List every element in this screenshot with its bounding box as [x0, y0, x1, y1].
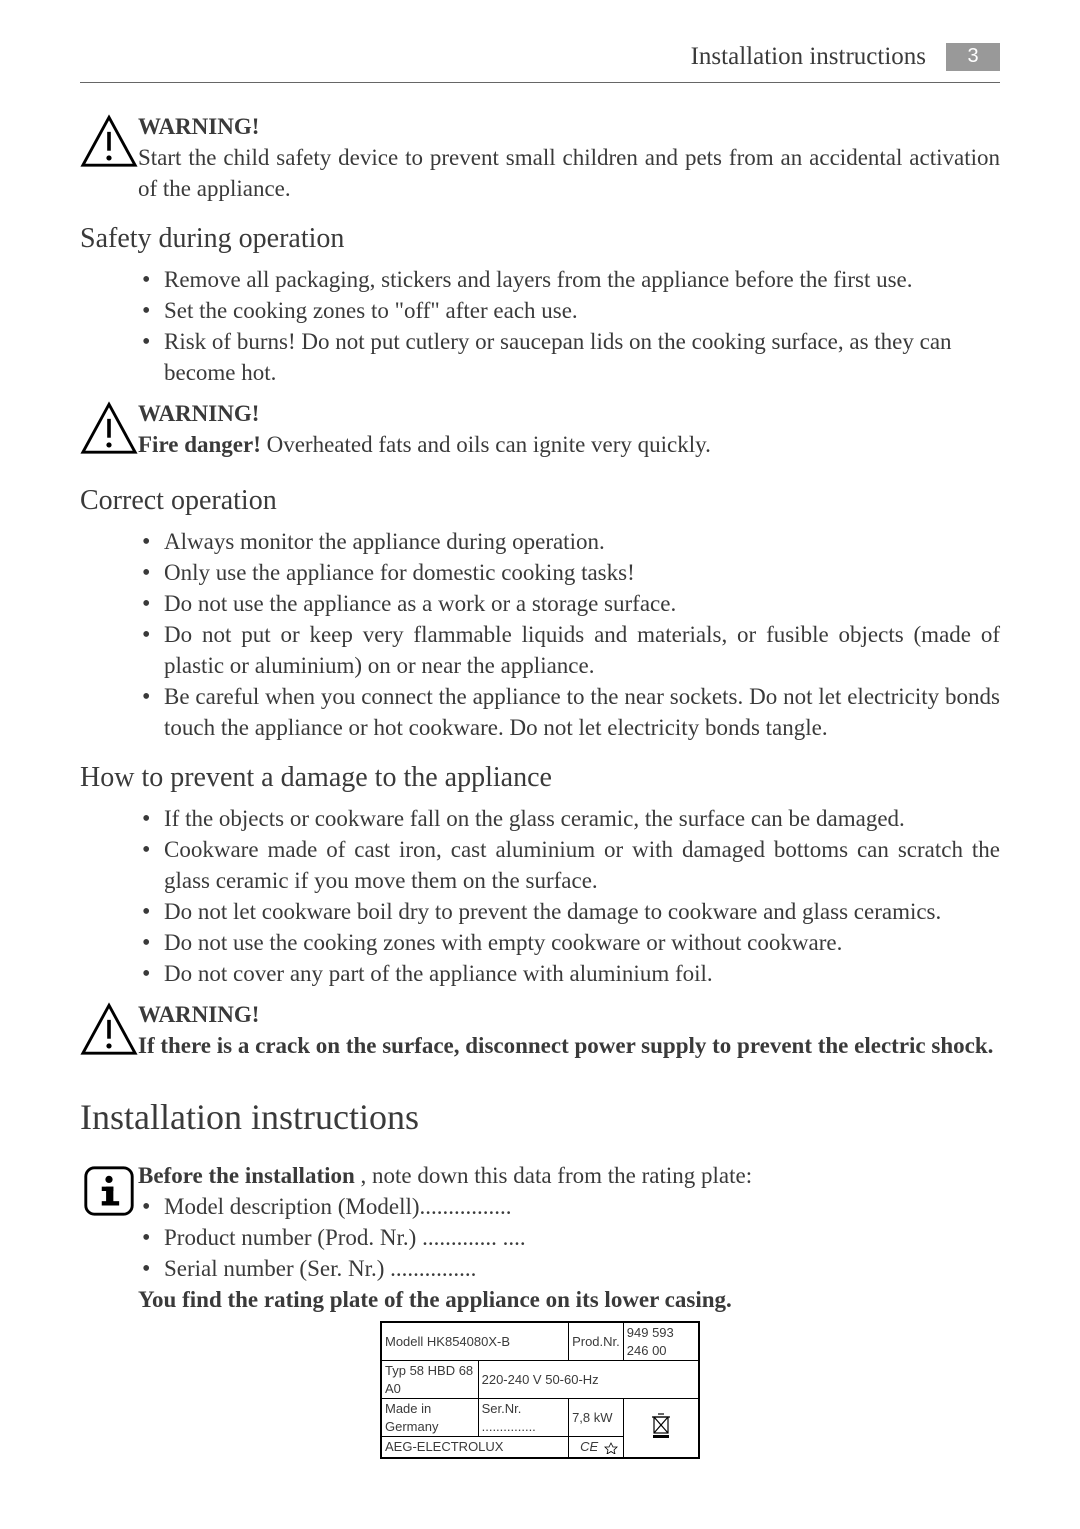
- warning-label: WARNING!: [138, 999, 1000, 1030]
- list-item: Do not use the appliance as a work or a …: [164, 588, 1000, 619]
- plate-volt: 220-240 V 50-60-Hz: [478, 1361, 699, 1399]
- list-item: Model description (Modell)..............…: [164, 1191, 1000, 1222]
- correct-list: Always monitor the appliance during oper…: [138, 526, 1000, 743]
- list-item: Cookware made of cast iron, cast alumini…: [164, 834, 1000, 896]
- plate-ce: CE: [569, 1437, 624, 1458]
- list-item: Product number (Prod. Nr.) .............…: [164, 1222, 1000, 1253]
- list-item: Serial number (Ser. Nr.) ...............: [164, 1253, 1000, 1284]
- plate-prod-val: 949 593 246 00: [623, 1322, 699, 1361]
- warning-text: Start the child safety device to prevent…: [138, 142, 1000, 204]
- warning-text: If there is a crack on the surface, disc…: [138, 1030, 1000, 1061]
- list-item: Set the cooking zones to "off" after eac…: [164, 295, 1000, 326]
- plate-made: Made in Germany: [381, 1399, 478, 1437]
- plate-model: Modell HK854080X-B: [381, 1322, 569, 1361]
- list-item: If the objects or cookware fall on the g…: [164, 803, 1000, 834]
- plate-kw: 7,8 kW: [569, 1399, 624, 1437]
- warning-block-2: WARNING! Fire danger! Overheated fats an…: [80, 398, 1000, 466]
- list-item: Do not use the cooking zones with empty …: [164, 927, 1000, 958]
- find-text: You find the rating plate of the applian…: [138, 1284, 1000, 1315]
- page-header: Installation instructions 3: [80, 40, 1000, 83]
- install-heading: Installation instructions: [80, 1093, 1000, 1142]
- warning-icon: [80, 111, 138, 179]
- header-title: Installation instructions: [691, 40, 926, 74]
- warning-label: WARNING!: [138, 398, 1000, 429]
- plate-brand: AEG-ELECTROLUX: [381, 1437, 569, 1458]
- page-number: 3: [946, 43, 1000, 71]
- correct-heading: Correct operation: [80, 482, 1000, 520]
- list-item: Be careful when you connect the applianc…: [164, 681, 1000, 743]
- safety-heading: Safety during operation: [80, 220, 1000, 258]
- safety-list: Remove all packaging, stickers and layer…: [138, 264, 1000, 388]
- warning-block-3: WARNING! If there is a crack on the surf…: [80, 999, 1000, 1067]
- plate-ser: Ser.Nr. ...............: [478, 1399, 568, 1437]
- list-item: Only use the appliance for domestic cook…: [164, 557, 1000, 588]
- info-block: Before the installation , note down this…: [80, 1160, 1000, 1315]
- rating-plate: Modell HK854080X-B Prod.Nr. 949 593 246 …: [380, 1321, 700, 1459]
- plate-bin-icon: [623, 1399, 699, 1458]
- list-item: Do not let cookware boil dry to prevent …: [164, 896, 1000, 927]
- warning-block-1: WARNING! Start the child safety device t…: [80, 111, 1000, 204]
- prevent-list: If the objects or cookware fall on the g…: [138, 803, 1000, 989]
- list-item: Do not put or keep very flammable liquid…: [164, 619, 1000, 681]
- prevent-heading: How to prevent a damage to the appliance: [80, 759, 1000, 797]
- before-text: Before the installation , note down this…: [138, 1160, 1000, 1191]
- warning-label: WARNING!: [138, 111, 1000, 142]
- list-item: Always monitor the appliance during oper…: [164, 526, 1000, 557]
- warning-icon: [80, 398, 138, 466]
- plate-prod-label: Prod.Nr.: [569, 1322, 624, 1361]
- install-list: Model description (Modell)..............…: [138, 1191, 1000, 1284]
- warning-text: Fire danger! Overheated fats and oils ca…: [138, 429, 1000, 460]
- list-item: Remove all packaging, stickers and layer…: [164, 264, 1000, 295]
- info-icon: [80, 1160, 138, 1228]
- plate-typ: Typ 58 HBD 68 A0: [381, 1361, 478, 1399]
- warning-icon: [80, 999, 138, 1067]
- list-item: Risk of burns! Do not put cutlery or sau…: [164, 326, 1000, 388]
- list-item: Do not cover any part of the appliance w…: [164, 958, 1000, 989]
